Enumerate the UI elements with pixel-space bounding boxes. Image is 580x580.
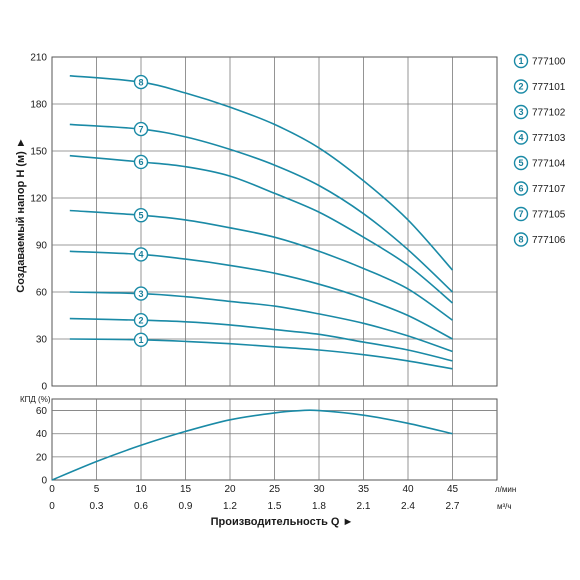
curve-marker-label-3: 3 (138, 289, 143, 299)
legend-marker-4 (513, 130, 529, 145)
x-tick-label-lpm: 40 (402, 484, 414, 495)
x-tick-label-lpm: 25 (269, 484, 281, 495)
head-y-tick-label: 60 (36, 288, 48, 299)
curve-marker-8 (133, 74, 149, 90)
x-tick-label-m3h: 0.6 (134, 501, 148, 512)
x-tick-label-m3h: 2.1 (357, 501, 371, 512)
curve-marker-label-7: 7 (138, 124, 143, 134)
head-y-tick-label: 30 (36, 335, 48, 346)
legend-marker-label: 1 (518, 56, 523, 66)
head-y-tick-label: 0 (41, 382, 47, 393)
head-curve-1 (69, 338, 453, 370)
x-tick-label-m3h: 0.3 (90, 501, 104, 512)
curve-marker-7 (133, 121, 149, 137)
legend-model-label: 777104 (532, 159, 566, 170)
legend-model-label: 777103 (532, 133, 566, 144)
x-tick-label-lpm: 10 (135, 484, 147, 495)
curve-marker-label-1: 1 (138, 335, 143, 345)
x-tick-label-lpm: 15 (180, 484, 192, 495)
efficiency-chart: 02040600050.3100.6150.9201.2251.5301.835… (36, 398, 498, 512)
x-tick-label-m3h: 2.7 (446, 501, 460, 512)
legend-model-label: 777102 (532, 108, 566, 119)
x-tick-label-lpm: 5 (94, 484, 100, 495)
head-curve-6 (69, 154, 454, 304)
y-axis-title-efficiency: КПД (%) (20, 395, 51, 404)
curve-marker-1 (133, 332, 149, 347)
legend-marker-1 (513, 53, 529, 69)
head-curve-3 (69, 291, 453, 353)
curve-marker-label-5: 5 (138, 210, 143, 220)
legend-marker-label: 8 (518, 235, 523, 245)
x-tick-label-lpm: 20 (224, 484, 236, 495)
efficiency-y-tick-label: 0 (41, 476, 47, 487)
head-curve-2 (69, 317, 453, 362)
efficiency-curve (51, 409, 453, 481)
head-chart: 0 30 60 90 120 150 180 210 1 2 3 4 5 6 7 8 (30, 53, 498, 393)
x-tick-label-m3h: 0 (49, 501, 55, 512)
x-axis-unit-m3h: м³/ч (497, 502, 512, 511)
legend-marker-2 (513, 79, 529, 94)
legend-model-label: 777105 (532, 210, 566, 221)
legend-marker-label: 5 (518, 158, 523, 168)
head-curve-8 (69, 75, 454, 271)
legend-marker-3 (513, 104, 529, 120)
legend-model-label: 777100 (532, 57, 566, 68)
x-tick-label-m3h: 2.4 (401, 501, 415, 512)
legend-marker-7 (513, 206, 529, 222)
legend-marker-8 (513, 232, 529, 247)
legend: 1 777100 2 777101 3 777102 4 777103 5 777104 6 7771… (513, 53, 566, 247)
curve-marker-label-6: 6 (138, 157, 143, 167)
curve-marker-4 (133, 247, 149, 262)
head-y-tick-label: 180 (30, 100, 47, 111)
head-curve-7 (69, 123, 454, 293)
legend-marker-label: 6 (518, 184, 523, 194)
efficiency-y-tick-label: 40 (36, 429, 48, 440)
x-tick-label-m3h: 1.8 (312, 501, 326, 512)
x-axis-title: Производительность Q ► (211, 516, 354, 528)
curve-marker-5 (133, 208, 149, 223)
efficiency-y-tick-label: 20 (36, 452, 48, 463)
curve-marker-3 (133, 286, 149, 301)
legend-marker-label: 7 (518, 209, 523, 219)
x-axis-unit-lpm: л/мин (495, 485, 516, 494)
legend-marker-6 (513, 181, 529, 196)
legend-model-label: 777101 (532, 82, 566, 93)
legend-model-label: 777106 (532, 235, 566, 246)
x-tick-label-m3h: 0.9 (179, 501, 193, 512)
legend-marker-label: 2 (518, 82, 523, 92)
x-tick-label-lpm: 35 (358, 484, 370, 495)
curve-marker-2 (133, 313, 149, 328)
x-tick-label-m3h: 1.2 (223, 501, 237, 512)
curve-marker-6 (133, 154, 149, 170)
efficiency-y-tick-label: 60 (36, 406, 48, 417)
head-y-tick-label: 210 (30, 53, 47, 64)
curve-marker-label-2: 2 (138, 315, 143, 325)
head-curve-5 (69, 209, 453, 321)
head-y-tick-label: 90 (36, 241, 48, 252)
x-tick-label-lpm: 45 (447, 484, 459, 495)
y-axis-title-head: Создаваемый напор H (м) ► (15, 137, 27, 292)
legend-marker-5 (513, 155, 529, 171)
x-tick-label-lpm: 0 (49, 484, 55, 495)
legend-model-label: 777107 (532, 184, 566, 195)
curve-marker-label-4: 4 (138, 250, 143, 260)
head-y-tick-label: 150 (30, 147, 47, 158)
head-y-tick-label: 120 (30, 194, 47, 205)
x-tick-label-m3h: 1.5 (268, 501, 282, 512)
head-curve-4 (69, 250, 453, 340)
legend-marker-label: 3 (518, 107, 523, 117)
legend-marker-label: 4 (518, 133, 523, 143)
x-tick-label-lpm: 30 (313, 484, 325, 495)
curve-marker-label-8: 8 (138, 77, 143, 87)
